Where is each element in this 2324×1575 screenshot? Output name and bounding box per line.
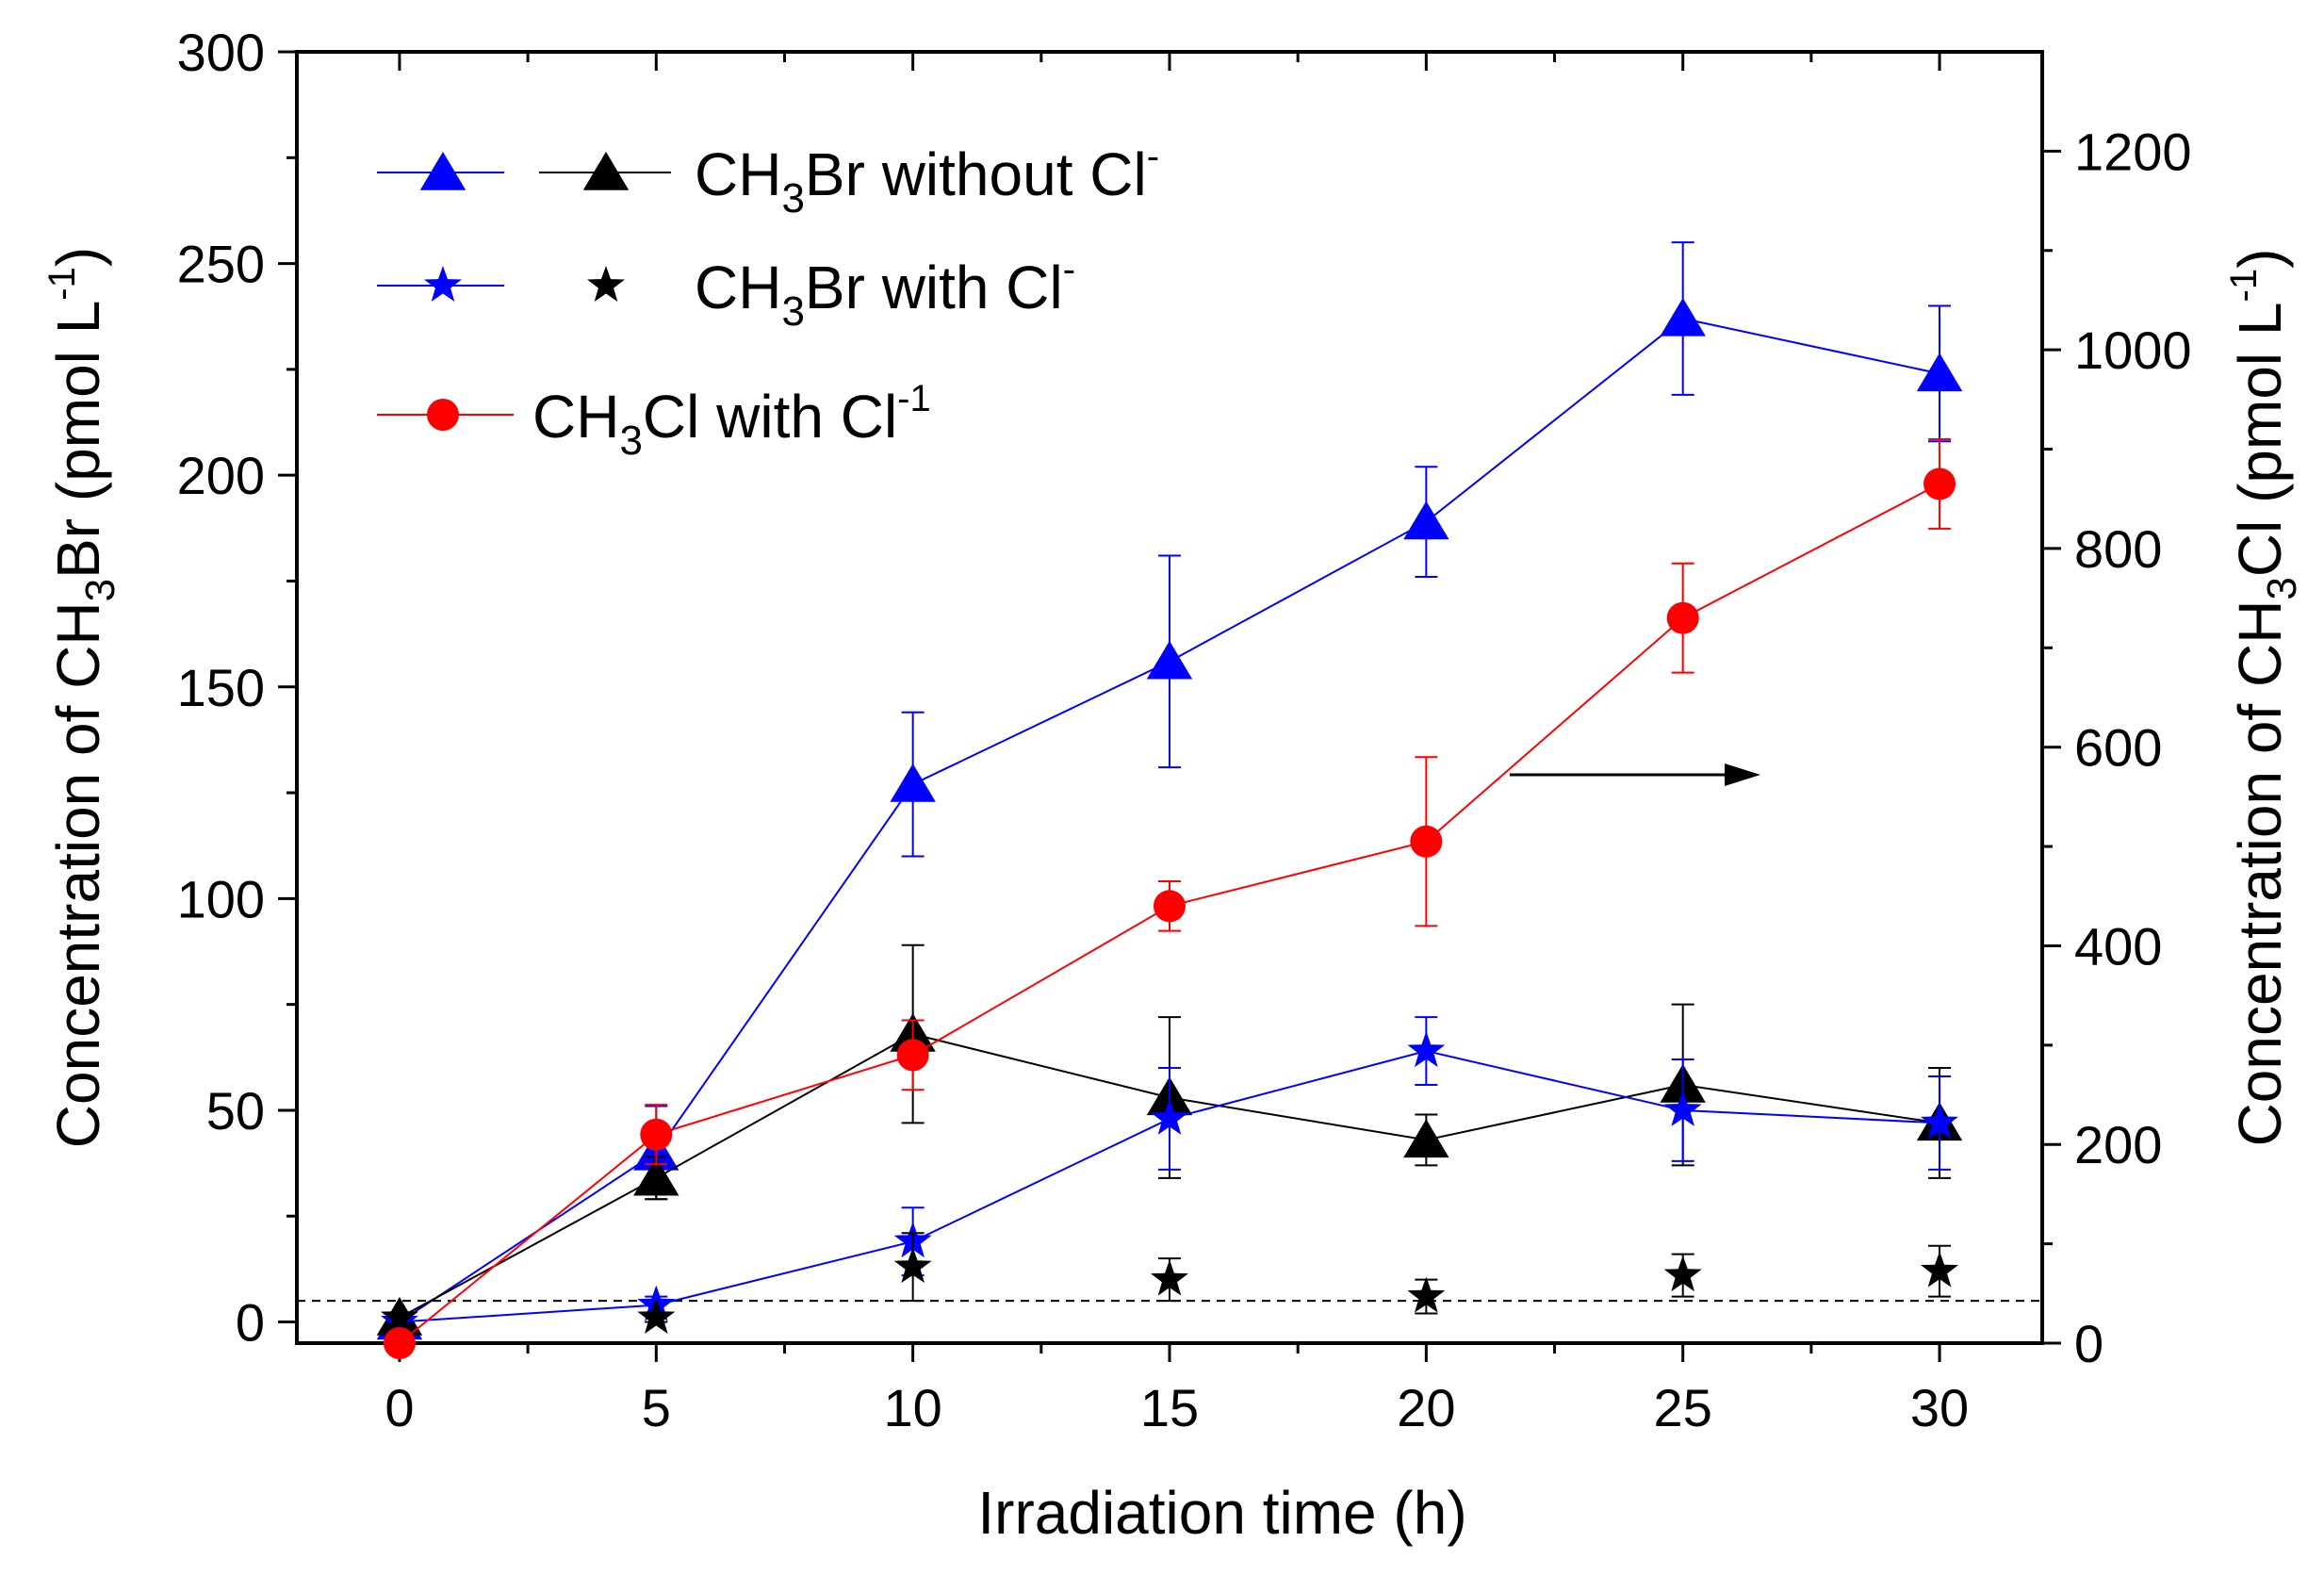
y-left-tick-label: 0 — [236, 1293, 265, 1353]
data-point — [1154, 890, 1186, 923]
series-3 — [381, 1232, 1958, 1334]
data-point — [640, 1118, 673, 1151]
y-right-mid: Cl (pmol L — [2226, 302, 2294, 577]
x-axis-title: Irradiation time (h) — [977, 1479, 1466, 1547]
data-point — [383, 1327, 416, 1359]
y-right-tick-label: 600 — [2074, 718, 2162, 778]
y-axis-title-left: Concentration of CH3Br (pmol L-1) — [41, 247, 123, 1148]
legend-label-sup: -1 — [897, 378, 931, 419]
data-point — [1403, 1119, 1449, 1158]
y-right-tick-label: 0 — [2074, 1314, 2103, 1373]
legend-marker — [587, 266, 625, 302]
y-right-tick-label: 200 — [2074, 1115, 2162, 1174]
y-left-suffix: ) — [44, 247, 112, 267]
data-point — [1403, 500, 1449, 540]
y-right-suffix: ) — [2226, 249, 2294, 269]
data-point — [1407, 1276, 1446, 1313]
data-point — [1407, 1031, 1446, 1068]
legend-label-part: CH — [532, 383, 619, 451]
y-left-tick-label: 250 — [177, 235, 265, 294]
legend-label-sub: 3 — [619, 418, 642, 464]
y-axis-title-right: Concentration of CH3Cl (pmol L-1) — [2223, 249, 2305, 1147]
y-left-sup: -1 — [41, 267, 83, 301]
data-point — [896, 1039, 929, 1072]
data-point — [633, 1157, 679, 1196]
y-right-sub: 3 — [2259, 577, 2305, 599]
y-right-tick-label: 1000 — [2074, 320, 2192, 380]
y-left-tick-label: 150 — [177, 658, 265, 717]
data-point — [637, 1298, 676, 1334]
x-tick-label: 25 — [1654, 1378, 1712, 1437]
legend-label-part: CH — [695, 140, 781, 208]
legend-label-sub: 3 — [781, 175, 804, 221]
legend-label-part: Br with Cl — [805, 254, 1063, 321]
data-point — [1146, 640, 1193, 680]
data-point — [1151, 1259, 1188, 1296]
legend-label: CH3Cl with Cl-1 — [532, 378, 931, 464]
data-point — [381, 1298, 418, 1334]
data-point — [1923, 468, 1956, 500]
data-point — [1151, 1098, 1188, 1135]
data-point — [1663, 1255, 1702, 1292]
data-point — [1660, 297, 1706, 336]
y-left-tick-label: 100 — [177, 869, 265, 928]
x-tick-label: 15 — [1140, 1378, 1199, 1437]
data-point — [1410, 825, 1443, 858]
y-left-tick-label: 50 — [206, 1081, 265, 1140]
x-tick-label: 10 — [883, 1378, 941, 1437]
data-point — [1921, 1103, 1958, 1140]
x-tick-label: 30 — [1910, 1378, 1969, 1437]
x-tick-label: 0 — [385, 1378, 414, 1437]
y-right-prefix: Concentration of CH — [2226, 600, 2294, 1147]
data-point — [1663, 1091, 1702, 1126]
y-left-prefix: Concentration of CH — [44, 601, 112, 1148]
legend-label-part: Cl with Cl — [643, 383, 897, 451]
legend-label-sup: - — [1147, 136, 1159, 177]
legend-marker — [424, 266, 462, 302]
data-point — [1921, 1251, 1958, 1288]
legend-label-sup: - — [1063, 249, 1075, 290]
legend-label: CH3Br with Cl- — [695, 249, 1075, 335]
legend-label: CH3Br without Cl- — [695, 136, 1159, 221]
legend-label-sub: 3 — [781, 288, 804, 335]
legend-label-part: CH — [695, 254, 781, 321]
data-point — [890, 763, 936, 802]
y-right-tick-label: 800 — [2074, 519, 2162, 579]
data-point — [1916, 353, 1963, 392]
legend-label-part: Br without Cl — [805, 140, 1147, 208]
y-left-mid: Br (pmol L — [44, 301, 112, 579]
legend-marker — [419, 152, 466, 190]
right-axis-arrow — [1510, 763, 1760, 786]
y-right-tick-label: 1200 — [2074, 122, 2192, 181]
legend-marker — [582, 152, 630, 190]
series-4 — [383, 438, 1956, 1359]
data-point — [893, 1247, 932, 1284]
x-tick-label: 5 — [642, 1378, 671, 1437]
y-right-sup: -1 — [2223, 269, 2265, 303]
y-right-tick-label: 400 — [2074, 916, 2162, 976]
data-point — [1666, 601, 1699, 634]
y-left-tick-label: 300 — [177, 23, 265, 82]
x-tick-label: 20 — [1397, 1378, 1455, 1437]
y-left-sub: 3 — [77, 579, 123, 601]
y-left-tick-label: 200 — [177, 446, 265, 505]
legend-marker — [427, 399, 459, 431]
